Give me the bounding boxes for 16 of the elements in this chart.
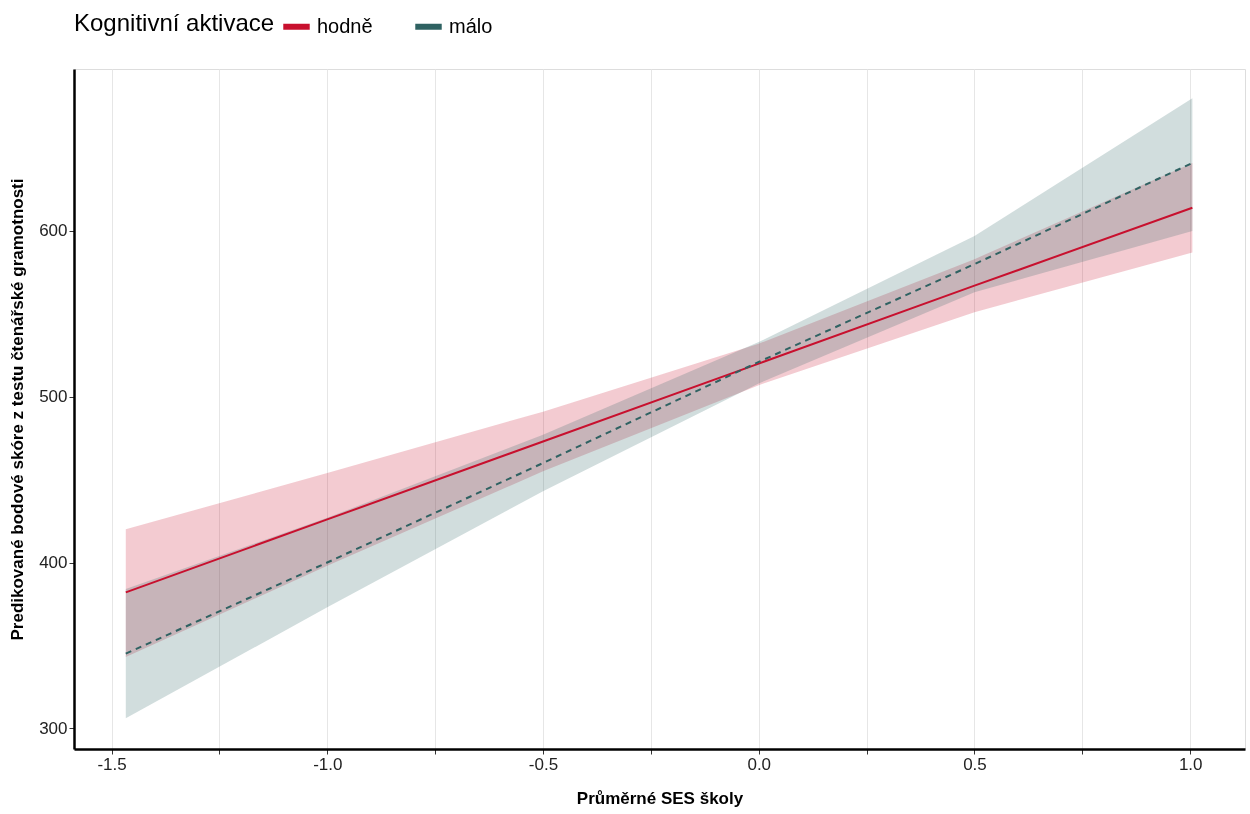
x-axis-title: Průměrné SES školy [576,788,744,808]
x-tick-label: -1.5 [97,754,127,774]
y-tick-label: 300 [39,718,68,738]
legend-label: málo [449,14,493,37]
y-tick-label: 600 [39,221,68,241]
x-tick-label: -1.0 [313,754,343,774]
legend-label: hodně [317,14,373,37]
x-tick-label: 0.0 [747,754,772,774]
x-tick-label: 1.0 [1178,754,1203,774]
y-tick-label: 400 [39,553,68,573]
x-tick-label: -0.5 [528,754,559,774]
x-tick-label: 0.5 [963,754,987,774]
y-tick-label: 500 [39,387,68,407]
legend-title: Kognitivní aktivace [74,9,275,36]
y-axis-title: Predikované bodové skóre z testu čtenářské gramotnosti [8,178,28,641]
line-series [124,206,1194,594]
